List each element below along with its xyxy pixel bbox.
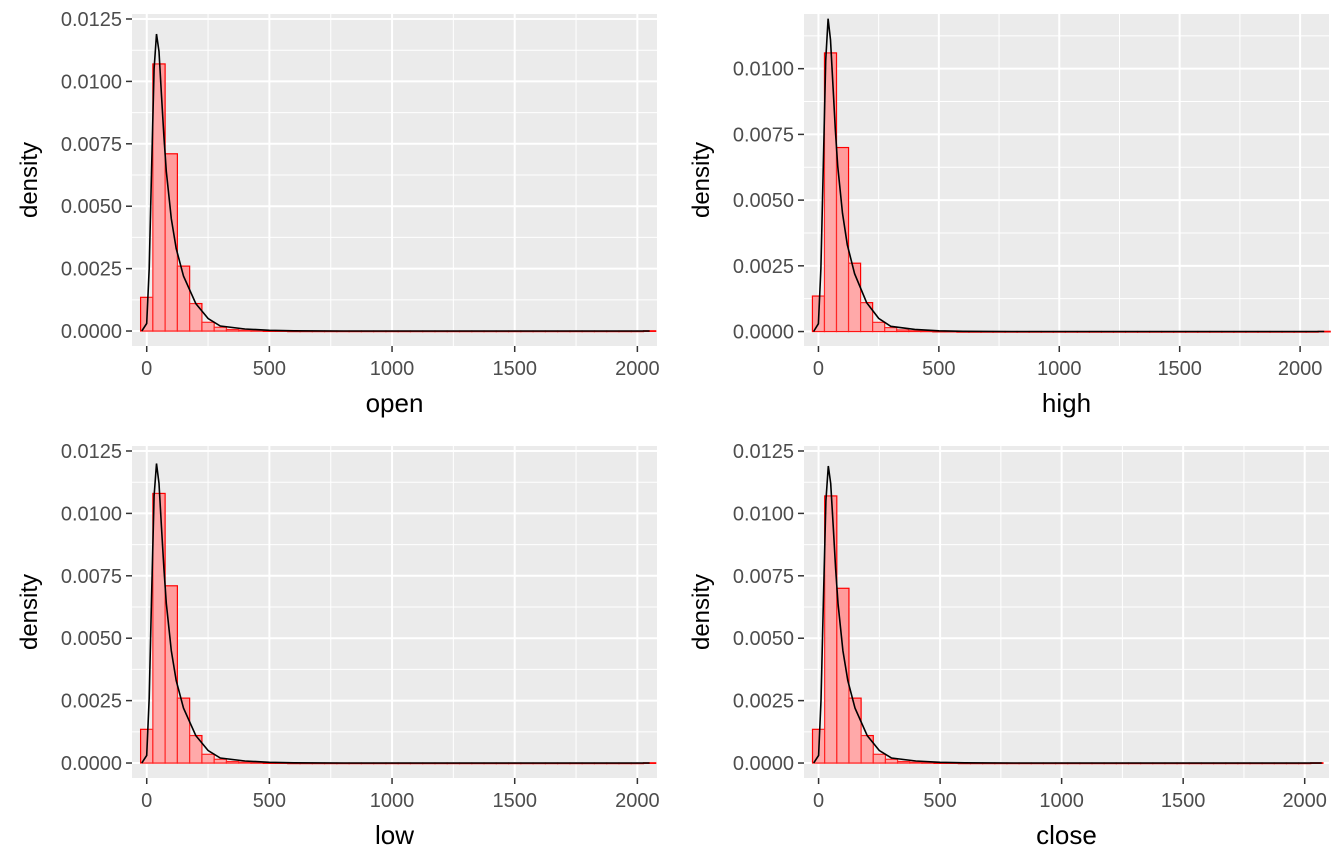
histogram-bar (872, 321, 886, 333)
chart-close: 0 500 1000 1500 2000 0.0000 0.0025 0.0050 0.0075… (688, 441, 1329, 850)
x-tick-label: 500 (253, 358, 286, 380)
plot-background (804, 14, 1329, 346)
y-tick-label: 0.0050 (733, 190, 794, 212)
x-tick-label: 1000 (1037, 358, 1082, 380)
plot-background (132, 446, 657, 778)
x-axis-title: open (366, 388, 424, 418)
chart-panel-open: 0 500 1000 1500 2000 0.0000 0.0025 0.0050 0.0075… (0, 0, 672, 432)
y-tick-label: 0.0075 (733, 124, 794, 146)
x-tick-label: 1000 (1039, 790, 1084, 812)
histogram-bar (201, 321, 215, 332)
y-axis-title: density (16, 142, 43, 218)
chart-high: 0 500 1000 1500 2000 0.0000 0.0025 0.0050 0.0075… (688, 14, 1331, 418)
y-tick-label: 0.0075 (733, 566, 794, 588)
x-tick-label: 1500 (1161, 790, 1206, 812)
y-tick-label: 0.0050 (61, 196, 122, 218)
y-tick-label: 0.0125 (61, 9, 122, 31)
histogram-bar (872, 753, 887, 764)
histogram-bar (836, 587, 850, 764)
x-tick-label: 1000 (370, 790, 415, 812)
plot-background (132, 14, 657, 346)
x-tick-label: 500 (253, 790, 286, 812)
x-tick-label: 2000 (1282, 790, 1327, 812)
y-tick-label: 0.0100 (61, 503, 122, 525)
histogram-bar (164, 585, 178, 764)
x-axis-title: low (375, 820, 414, 850)
y-tick-label: 0.0100 (61, 71, 122, 93)
x-tick-label: 0 (813, 790, 824, 812)
y-tick-label: 0.0050 (733, 628, 794, 650)
x-axis-title: high (1042, 388, 1091, 418)
x-axis-title: close (1036, 820, 1097, 850)
x-tick-label: 500 (922, 358, 955, 380)
chart-panel-low: 0 500 1000 1500 2000 0.0000 0.0025 0.0050 0.0075… (0, 432, 672, 864)
histogram-bar (201, 753, 215, 764)
y-tick-label: 0.0075 (61, 134, 122, 156)
x-tick-label: 0 (813, 358, 824, 380)
chart-open: 0 500 1000 1500 2000 0.0000 0.0025 0.0050 0.0075… (16, 9, 660, 418)
plot-background (804, 446, 1329, 778)
x-tick-label: 2000 (1278, 358, 1323, 380)
x-tick-label: 1000 (370, 358, 415, 380)
density-curve (812, 18, 1325, 333)
y-tick-label: 0.0000 (61, 753, 122, 775)
density-curve (141, 463, 650, 764)
x-tick-label: 2000 (615, 790, 660, 812)
histogram-bar (835, 146, 850, 333)
x-tick-label: 500 (923, 790, 956, 812)
y-tick-label: 0.0025 (61, 259, 122, 281)
histogram-bar (164, 153, 178, 332)
y-tick-label: 0.0100 (733, 503, 794, 525)
density-curve (813, 465, 1322, 764)
chart-low: 0 500 1000 1500 2000 0.0000 0.0025 0.0050 0.0075… (16, 441, 660, 850)
y-tick-label: 0.0125 (733, 441, 794, 463)
y-tick-label: 0.0050 (61, 628, 122, 650)
chart-panel-close: 0 500 1000 1500 2000 0.0000 0.0025 0.0050 0.0075… (672, 432, 1344, 864)
y-axis-title: density (688, 142, 715, 218)
y-tick-label: 0.0025 (733, 256, 794, 278)
x-tick-label: 0 (141, 790, 152, 812)
y-tick-label: 0.0025 (61, 691, 122, 713)
x-tick-label: 2000 (615, 358, 660, 380)
y-tick-label: 0.0025 (733, 691, 794, 713)
y-axis-title: density (16, 574, 43, 650)
y-tick-label: 0.0000 (61, 321, 122, 343)
chart-panel-high: 0 500 1000 1500 2000 0.0000 0.0025 0.0050 0.0075… (672, 0, 1344, 432)
y-axis-title: density (688, 574, 715, 650)
x-tick-label: 1500 (492, 358, 537, 380)
y-tick-label: 0.0100 (733, 59, 794, 81)
y-tick-label: 0.0000 (733, 322, 794, 344)
density-curve (141, 33, 650, 332)
x-tick-label: 0 (141, 358, 152, 380)
x-tick-label: 1500 (1157, 358, 1202, 380)
y-tick-label: 0.0075 (61, 566, 122, 588)
x-tick-label: 1500 (492, 790, 537, 812)
y-tick-label: 0.0000 (733, 753, 794, 775)
y-tick-label: 0.0125 (61, 441, 122, 463)
